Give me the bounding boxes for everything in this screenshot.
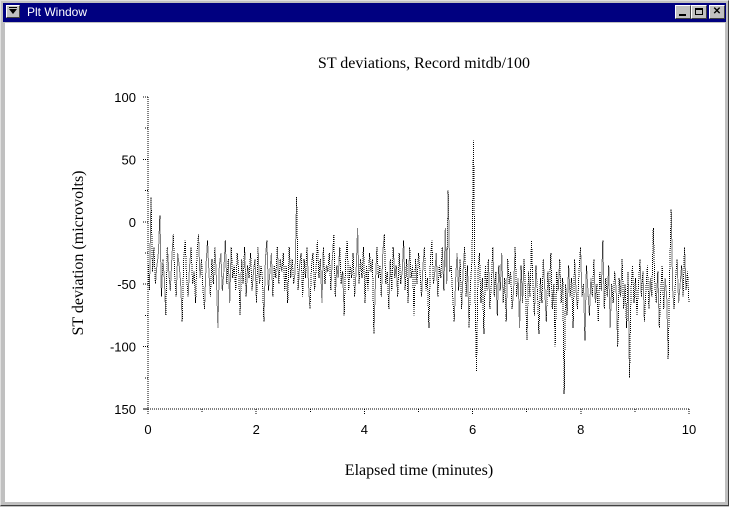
axes: 100 50 0 -50 -100 150 0 2 4 6 8 10	[110, 90, 696, 437]
x-tick-label: 10	[682, 422, 696, 437]
y-tick-label: 50	[122, 152, 136, 167]
maximize-button[interactable]	[691, 5, 707, 19]
close-button[interactable]: ✕	[709, 5, 725, 19]
y-tick-label: 100	[114, 90, 136, 105]
x-tick-label: 4	[361, 422, 368, 437]
chart-title: ST deviations, Record mitdb/100	[318, 55, 530, 72]
y-tick-label: -50	[117, 277, 136, 292]
y-tick-label: 150	[114, 402, 136, 417]
x-tick-label: 8	[577, 422, 584, 437]
y-tick-label: 0	[129, 215, 136, 230]
y-tick-label: -100	[110, 340, 136, 355]
x-tick-label: 0	[144, 422, 151, 437]
plot-area: ST deviations, Record mitdb/100 Elapsed …	[5, 23, 725, 502]
minimize-button[interactable]	[675, 5, 691, 19]
x-tick-label: 6	[469, 422, 476, 437]
system-menu-icon[interactable]	[6, 5, 20, 18]
x-tick-label: 2	[253, 422, 260, 437]
data-trace	[147, 140, 690, 395]
y-axis-label: ST deviation (microvolts)	[70, 170, 87, 335]
st-deviation-chart: ST deviations, Record mitdb/100 Elapsed …	[70, 55, 696, 479]
window-title: Plt Window	[27, 5, 88, 19]
x-axis-label: Elapsed time (minutes)	[345, 462, 493, 479]
title-bar[interactable]: Plt Window ✕	[3, 3, 726, 22]
